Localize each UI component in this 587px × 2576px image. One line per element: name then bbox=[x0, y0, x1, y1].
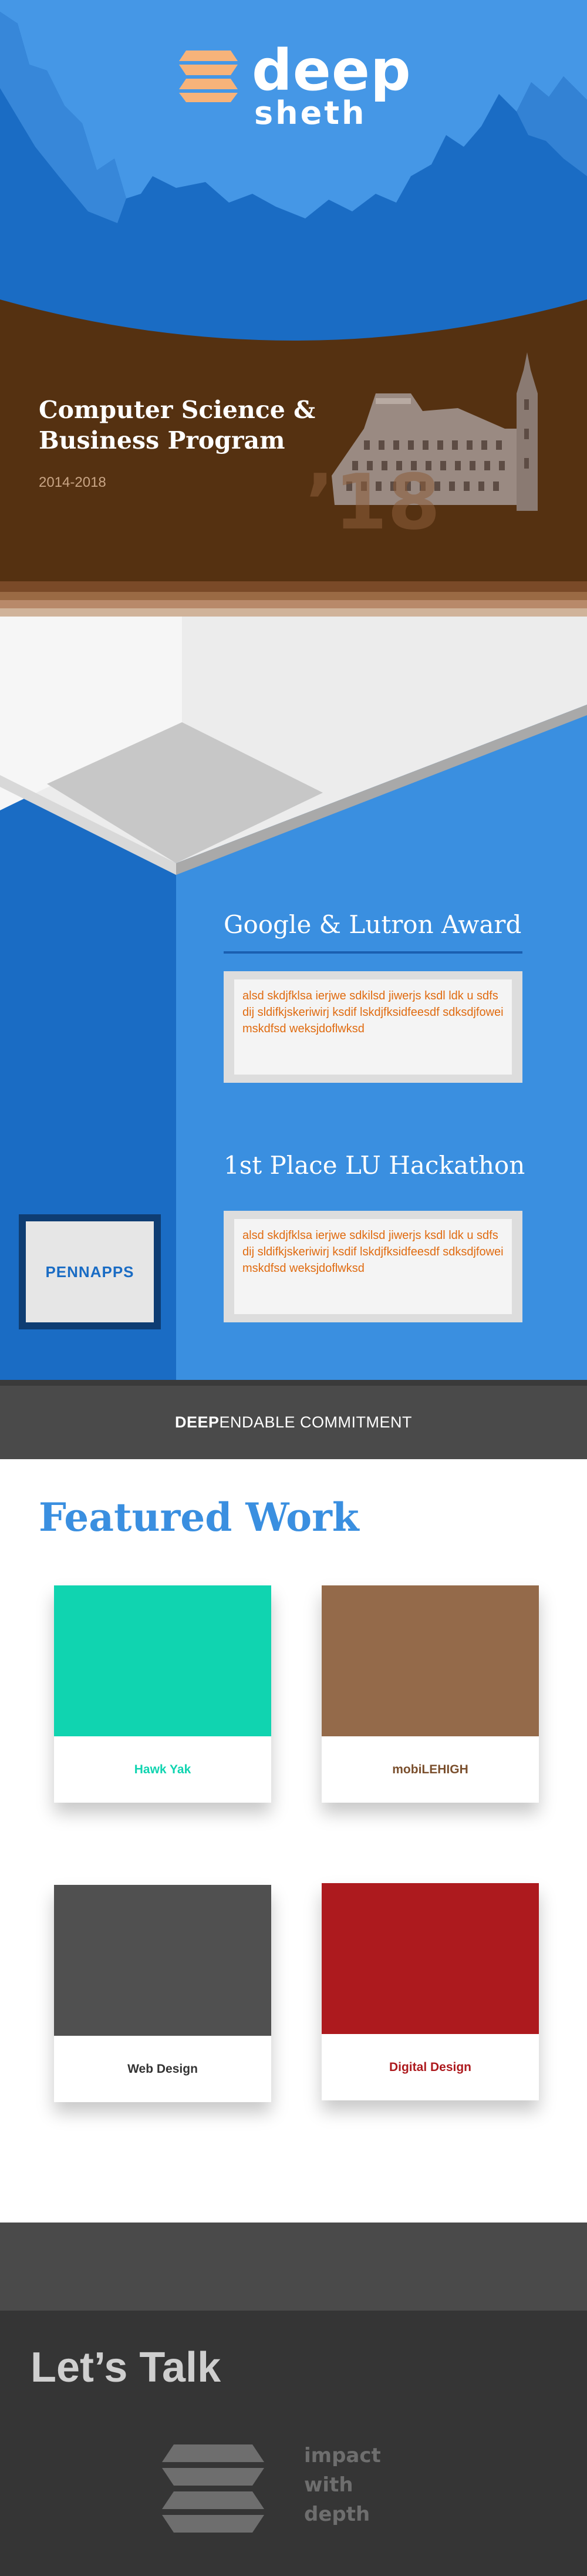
campus-building-image bbox=[332, 352, 538, 511]
program-background bbox=[0, 299, 587, 617]
award-card-google-lutron: alsd skdjfklsa ierjwe sdkilsd jiwerjs ks… bbox=[224, 971, 522, 1083]
award-divider bbox=[224, 951, 522, 954]
work-card-hawk-yak[interactable]: Hawk Yak bbox=[54, 1585, 271, 1803]
commitment-strong: DEEP bbox=[174, 1413, 220, 1431]
featured-work-title: Featured Work bbox=[39, 1494, 359, 1540]
contact-section: Let’s Talk impact with depth bbox=[0, 2311, 587, 2576]
pennapps-badge[interactable]: PENNAPPS bbox=[19, 1214, 161, 1329]
award-card-hackathon: alsd skdjfklsa ierjwe sdkilsd jiwerjs ks… bbox=[224, 1211, 522, 1322]
work-card-web-design[interactable]: Web Design bbox=[54, 1885, 271, 2102]
work-thumbnail[interactable] bbox=[54, 1585, 271, 1736]
site-logo[interactable]: deep sheth bbox=[173, 42, 411, 142]
commitment-text: DEEPENDABLE COMMITMENT bbox=[175, 1413, 412, 1432]
commitment-banner: DEEPENDABLE COMMITMENT bbox=[0, 1380, 587, 1459]
award-title-hackathon: 1st Place LU Hackathon bbox=[224, 1151, 525, 1180]
class-year-watermark: ’18 bbox=[305, 457, 441, 547]
logo-name-last: sheth bbox=[254, 95, 367, 132]
commitment-rest: ENDABLE COMMITMENT bbox=[219, 1413, 413, 1431]
tagline-word: with bbox=[304, 2473, 353, 2497]
footer-divider-band bbox=[0, 2223, 587, 2311]
program-title: Computer Science & Business Program bbox=[39, 396, 316, 454]
tagline-word: depth bbox=[304, 2503, 370, 2526]
work-label[interactable]: Digital Design bbox=[389, 2060, 472, 2074]
award-description: alsd skdjfklsa ierjwe sdkilsd jiwerjs ks… bbox=[242, 989, 504, 1035]
program-years: 2014-2018 bbox=[39, 474, 106, 490]
featured-work-section: Featured Work Hawk Yak mobiLEHIGH Web De… bbox=[0, 1459, 587, 2223]
work-card-digital-design[interactable]: Digital Design bbox=[322, 1883, 539, 2100]
logo-name-first: deep bbox=[252, 38, 411, 103]
contact-title[interactable]: Let’s Talk bbox=[31, 2344, 221, 2391]
mountain-backdrop bbox=[0, 0, 587, 352]
stacked-layers-icon bbox=[162, 2444, 264, 2533]
work-thumbnail[interactable] bbox=[54, 1885, 271, 2036]
awards-section: Google & Lutron Award alsd skdjfklsa ier… bbox=[0, 617, 587, 1380]
work-label[interactable]: Web Design bbox=[127, 2062, 198, 2076]
pennapps-label: PENNAPPS bbox=[45, 1262, 134, 1281]
tagline-word: impact bbox=[304, 2444, 381, 2467]
award-title-google-lutron: Google & Lutron Award bbox=[224, 910, 522, 939]
program-section: ’18 Computer Science & Business Program … bbox=[0, 252, 587, 617]
award-description: alsd skdjfklsa ierjwe sdkilsd jiwerjs ks… bbox=[242, 1229, 504, 1275]
work-thumbnail[interactable] bbox=[322, 1883, 539, 2034]
work-label[interactable]: mobiLEHIGH bbox=[392, 1762, 468, 1776]
stacked-layers-icon bbox=[179, 50, 238, 102]
hero-banner: deep sheth bbox=[0, 0, 587, 352]
work-card-mobilehigh[interactable]: mobiLEHIGH bbox=[322, 1585, 539, 1803]
work-label[interactable]: Hawk Yak bbox=[134, 1762, 191, 1776]
work-thumbnail[interactable] bbox=[322, 1585, 539, 1736]
tagline: impact with depth bbox=[304, 2441, 381, 2529]
